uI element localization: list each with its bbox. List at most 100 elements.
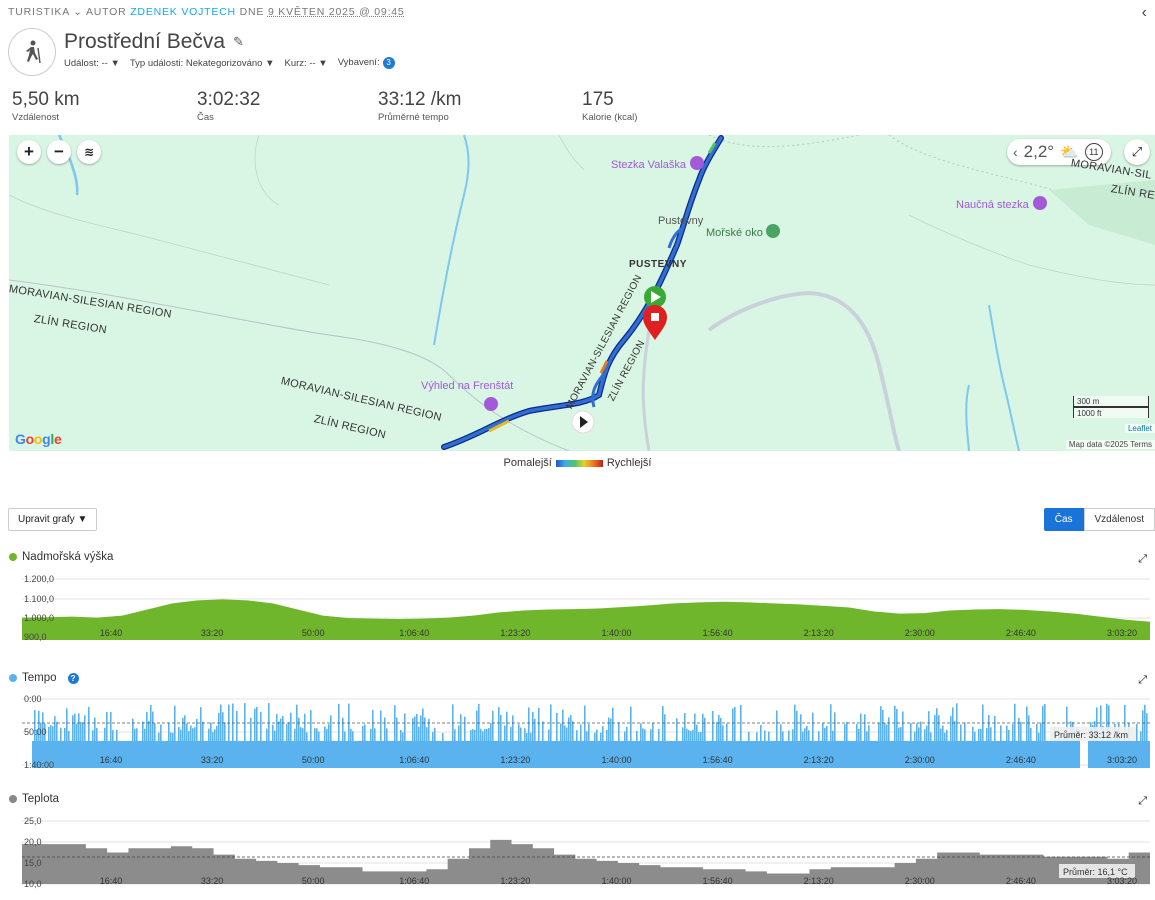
elevation-chart-title: Nadmořská výška [9,551,113,563]
x-tick-label: 1:56:40 [703,755,733,765]
map-label-stezka-valaska: Stezka Valaška [611,159,687,171]
x-tick-label: 3:03:20 [1107,755,1137,765]
x-tick-label: 2:30:00 [905,876,935,886]
temperature-value: 2,2° [1023,142,1055,161]
expand-elevation-icon[interactable]: ⤢ [1138,553,1147,565]
x-tick-label: 50:00 [302,755,325,765]
pencil-icon[interactable]: ✎ [233,34,244,49]
y-tick-label: 20,0 [24,837,42,847]
legend-faster: Rychlejší [606,457,652,469]
elevation-chart[interactable]: 1.200,0 1.100,0 1.000,0 900,0 16:40 33:20 50:… [0,570,1155,645]
author-link[interactable]: ZDENEK VOJTECH [130,6,236,18]
elevation-area [22,599,1150,640]
fullscreen-icon[interactable]: ⤢ [1124,139,1150,165]
map-label-morske-oko: Mořské oko [706,227,763,239]
x-tick-label: 16:40 [100,876,123,886]
x-tick-label: 2:13:20 [804,628,834,638]
y-tick-label: 10,0 [24,879,42,889]
y-tick-label: 0:00 [24,694,42,704]
type-dropdown[interactable]: Typ události: Nekategorizováno ▼ [129,57,275,69]
pace-average-label: Průměr: 33:12 /km [1054,730,1128,740]
x-tick-label: 2:46:40 [1006,876,1036,886]
x-tick-label: 1:06:40 [399,628,429,638]
map-scale: 300 m 1000 ft [1073,396,1149,418]
chevron-left-icon[interactable]: ‹ [1013,144,1018,160]
edit-charts-button[interactable]: Upravit grafy ▼ [8,508,98,531]
page-title: Prostřední Bečva [64,30,226,53]
x-tick-label: 1:06:40 [399,755,429,765]
terms-link[interactable]: Terms [1130,440,1152,449]
x-tick-label: 2:46:40 [1006,628,1036,638]
speed-gradient [555,459,603,467]
x-axis-toggle: Čas Vzdálenost [1043,508,1155,531]
y-tick-label: 900,0 [24,632,47,642]
x-tick-label: 2:13:20 [804,876,834,886]
pace-dot-icon [9,674,17,682]
x-tick-label: 1:40:00 [601,628,631,638]
activity-date: 9 KVĚTEN 2025 @ 09:45 [267,6,405,18]
x-tick-label: 1:23:20 [500,755,530,765]
legend-slower: Pomalejší [503,457,552,469]
zoom-out-button[interactable]: − [47,140,71,164]
zoom-in-button[interactable]: + [17,140,41,164]
expand-pace-icon[interactable]: ⤢ [1138,674,1147,686]
gear-count-badge: 3 [382,57,395,69]
x-tick-label: 1:40:00 [601,876,631,886]
x-tick-label: 1:40:00 [601,755,631,765]
gear-link[interactable]: Vybavení: 3 [338,57,395,69]
x-tick-label: 33:20 [201,628,224,638]
activity-type-icon [8,28,56,76]
collapse-chevron-icon[interactable]: ‹ [1141,4,1147,21]
elevation-dot-icon [9,553,17,561]
x-tick-label: 2:30:00 [905,628,935,638]
x-tick-label: 50:00 [302,628,325,638]
help-icon[interactable]: ? [67,672,79,684]
stat-distance: 5,50 km Vzdálenost [12,89,80,123]
y-tick-label: 25,0 [24,816,42,826]
speed-legend: Pomalejší Rychlejší [0,457,1155,469]
map-canvas [9,135,1155,451]
play-route-button[interactable] [572,411,594,433]
stat-calories: 175 Kalorie (kcal) [582,89,638,123]
x-tick-label: 3:03:20 [1107,876,1137,886]
x-tick-label: 2:30:00 [905,755,935,765]
breadcrumb: TURISTIKA ⌄ AUTOR ZDENEK VOJTECH DNE 9 K… [8,6,405,18]
x-tick-label: 1:56:40 [703,628,733,638]
temperature-chart[interactable]: Průměr: 16,1 °C 25,0 20,0 15,0 10,0 16:40 33… [0,812,1155,890]
breadcrumb-category[interactable]: TURISTIKA [8,6,70,18]
y-tick-label: 50:00 [24,727,47,737]
map-label-pustevny: PUSTEVNY [629,259,687,270]
stat-time: 3:02:32 Čas [197,89,261,123]
map-label-pustevny-small: Pustevny [658,215,704,227]
pace-chart[interactable]: Průměr: 33:12 /km 0:00 50:00 1:40:00 16:40… [0,690,1155,768]
toggle-distance-button[interactable]: Vzdálenost [1083,508,1155,531]
y-tick-label: 1.000,0 [24,613,54,623]
route-map[interactable]: + − ≋ ‹ 2,2° ⛅ 11 ⤢ Stezka Valaška Naučn… [9,135,1155,451]
y-tick-label: 1:40:00 [24,760,54,768]
breadcrumb-date-prefix: DNE [239,6,265,18]
map-label-naucna-stezka: Naučná stezka [956,199,1029,211]
x-tick-label: 50:00 [302,876,325,886]
x-tick-label: 16:40 [100,755,123,765]
y-tick-label: 1.100,0 [24,594,54,604]
x-tick-label: 2:13:20 [804,755,834,765]
x-tick-label: 1:06:40 [399,876,429,886]
y-tick-label: 1.200,0 [24,574,54,584]
toggle-time-button[interactable]: Čas [1043,508,1084,531]
weather-widget[interactable]: ‹ 2,2° ⛅ 11 [1007,139,1111,165]
temperature-chart-title: Teplota [9,793,59,805]
x-tick-label: 3:03:20 [1107,628,1137,638]
stat-pace: 33:12 /km Průměrné tempo [378,89,462,123]
breadcrumb-author-prefix: AUTOR [85,6,127,18]
google-logo: Google [15,431,62,447]
temperature-area [22,839,1150,884]
chevron-down-icon[interactable]: ⌄ [73,6,83,18]
leaflet-link[interactable]: Leaflet [1124,424,1155,433]
event-dropdown[interactable]: Událost: -- ▼ [64,57,120,69]
x-tick-label: 16:40 [100,628,123,638]
expand-temperature-icon[interactable]: ⤢ [1138,795,1147,807]
course-dropdown[interactable]: Kurz: -- ▼ [284,57,328,69]
x-tick-label: 1:23:20 [500,876,530,886]
finish-marker[interactable] [643,305,667,340]
layers-icon[interactable]: ≋ [77,140,101,164]
